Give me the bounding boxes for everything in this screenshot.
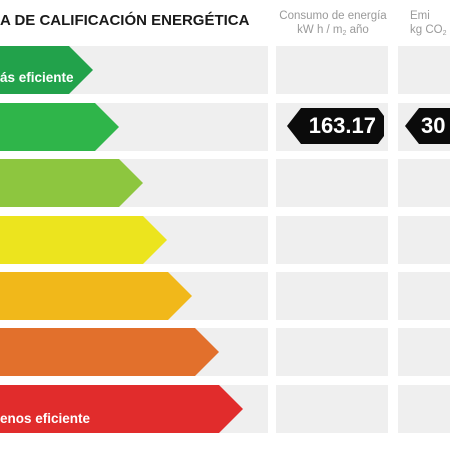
rating-row [0,328,268,376]
emissions-header-unit: kg CO2 [410,24,447,37]
least-efficient-label: enos eficiente [0,411,91,426]
consumption-cell [276,46,388,94]
emissions-cell [398,216,450,264]
emissions-cell [398,159,450,207]
rating-bar-7 [0,385,243,433]
consumption-cell [276,216,388,264]
rating-bar-5 [0,272,192,320]
emissions-cell [398,46,450,94]
emissions-cell [398,328,450,376]
rating-bar-6 [0,328,219,376]
rating-bar-3 [0,159,143,207]
emissions-cell [398,385,450,433]
most-efficient-label: ás eficiente [0,70,74,85]
consumption-header-unit: kW h / m2 año [297,24,369,37]
consumption-column-header: Consumo de energía kW h / m2 año [268,9,398,41]
rating-bar-4 [0,216,167,264]
page-title: A DE CALIFICACIÓN ENERGÉTICA [0,12,250,29]
rating-row [0,216,268,264]
consumption-cell [276,385,388,433]
rating-bar-2 [0,103,119,151]
consumption-cell [276,328,388,376]
emissions-header-line1: Emi [410,10,430,22]
emissions-column-header: Emi kg CO2 [398,9,450,41]
consumption-header-line1: Consumo de energía [279,10,387,22]
consumption-rating-badge: 163.17 [287,108,384,144]
consumption-cell [276,272,388,320]
emissions-cell [398,272,450,320]
rating-row: enos eficiente [0,385,268,433]
consumption-cell [276,159,388,207]
rating-row: ás eficiente [0,46,268,94]
rating-row [0,272,268,320]
rating-row [0,159,268,207]
rating-row [0,103,268,151]
